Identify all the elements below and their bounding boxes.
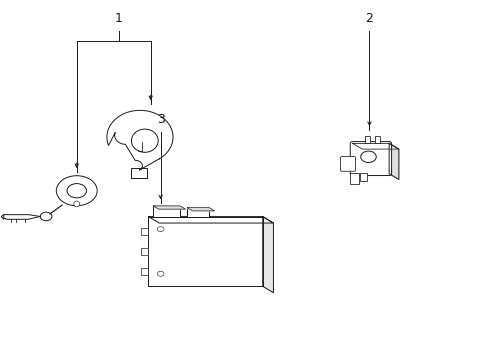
- FancyBboxPatch shape: [349, 141, 391, 176]
- Polygon shape: [352, 143, 398, 149]
- Bar: [131, 168, 146, 178]
- Bar: [153, 206, 180, 217]
- Polygon shape: [148, 217, 273, 223]
- Bar: [141, 228, 148, 235]
- Bar: [374, 136, 379, 143]
- Text: 3: 3: [156, 113, 164, 126]
- Bar: [187, 208, 209, 217]
- Bar: [148, 217, 262, 286]
- Ellipse shape: [74, 201, 80, 207]
- Bar: [349, 173, 358, 184]
- Polygon shape: [187, 208, 214, 211]
- FancyBboxPatch shape: [340, 157, 355, 171]
- Polygon shape: [153, 206, 185, 209]
- Bar: [365, 135, 369, 143]
- Text: 2: 2: [365, 12, 373, 24]
- Bar: [141, 248, 148, 255]
- Bar: [359, 173, 366, 181]
- Bar: [141, 267, 148, 275]
- Text: 1: 1: [115, 12, 123, 24]
- Polygon shape: [388, 143, 398, 180]
- Polygon shape: [262, 217, 273, 293]
